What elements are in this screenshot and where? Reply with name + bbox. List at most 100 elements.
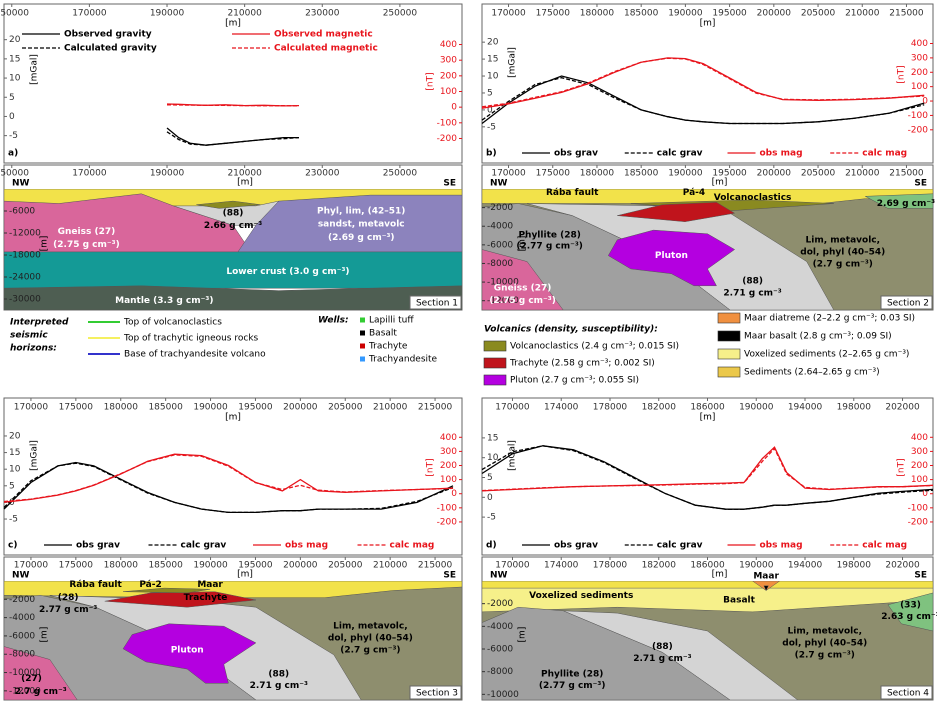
- y2-axis-label: [nT]: [897, 458, 907, 476]
- unit-label: (2.75 g cm⁻³): [489, 296, 556, 306]
- x-tick-label: 174000: [544, 403, 579, 413]
- x-tick-label: 175000: [536, 9, 571, 19]
- legend-title: Wells:: [318, 316, 349, 326]
- x-tick-label: 190000: [739, 403, 774, 413]
- depth-tick-label: -10000: [487, 278, 519, 288]
- x-tick-label: 150000: [0, 169, 29, 179]
- x-tick-label: 195000: [238, 561, 273, 571]
- unit-label: Rába fault: [69, 580, 122, 590]
- x-tick-label: 170000: [72, 169, 107, 179]
- geologic-unit: [763, 585, 769, 592]
- x-tick-label: 175000: [59, 561, 94, 571]
- unit-label: (2.77 g cm⁻³): [516, 241, 583, 251]
- x-tick-label: 190000: [668, 169, 703, 179]
- x-tick-label: 170000: [495, 561, 530, 571]
- unit-label: (2.7 g cm⁻³): [795, 650, 855, 660]
- geologic-unit: [887, 592, 933, 632]
- x-tick-label: 185000: [624, 9, 659, 19]
- x-tick-label: 195000: [238, 403, 273, 413]
- data-line: [481, 77, 925, 125]
- y-axis-label: [mGal]: [30, 54, 40, 85]
- geologic-unit: [4, 285, 462, 310]
- horizon-label: Top of trachytic igneous rocks: [123, 334, 259, 344]
- panel-label: c): [8, 541, 17, 551]
- y2-tick-label: -100: [908, 111, 929, 121]
- x-tick-label: 194000: [788, 561, 823, 571]
- x-tick-label: 210000: [845, 169, 880, 179]
- well-label: Basalt: [369, 329, 397, 339]
- x-tick-label: 170000: [491, 169, 526, 179]
- unit-label: Gneiss (27): [494, 284, 552, 294]
- x-axis-label: [m]: [225, 19, 241, 29]
- y-tick-label: 20: [487, 38, 499, 48]
- y-tick-label: 15: [487, 55, 498, 65]
- x-tick-label: 198000: [837, 403, 872, 413]
- geologic-unit: [482, 249, 564, 310]
- section-label: Section 2: [887, 299, 929, 309]
- depth-tick-label: -8000: [487, 259, 513, 269]
- y-tick-label: 10: [487, 72, 499, 82]
- unit-label: (2.75 g cm⁻³): [53, 240, 120, 250]
- x-tick-label: 186000: [690, 561, 725, 571]
- unit-label: Voxelized sediments: [529, 591, 633, 601]
- x-tick-label: 230000: [305, 9, 340, 19]
- unit-label: 2.66 g cm⁻³: [204, 221, 262, 231]
- x-tick-label: 178000: [593, 561, 628, 571]
- geologic-unit: [607, 229, 736, 287]
- data-line: [166, 131, 300, 146]
- y2-tick-label: 300: [440, 447, 457, 457]
- x-tick-label: 185000: [624, 169, 659, 179]
- unit-label: (88): [268, 669, 289, 679]
- x-tick-label: 205000: [328, 561, 363, 571]
- depth-tick-label: -24000: [9, 273, 41, 283]
- unit-label: dol, phyl (40–54): [782, 638, 867, 648]
- y-tick-label: -5: [9, 131, 18, 141]
- x-tick-label: 190000: [193, 561, 228, 571]
- x-tick-label: 170000: [72, 9, 107, 19]
- y2-axis-label: [nT]: [897, 65, 907, 83]
- y2-axis-label: [nT]: [426, 458, 436, 476]
- left-direction: NW: [12, 179, 30, 189]
- unit-label: Pá-4: [683, 188, 705, 198]
- x-axis-label: [m]: [237, 570, 253, 580]
- x-tick-label: 250000: [383, 169, 418, 179]
- x-axis-label: [m]: [700, 19, 716, 29]
- x-tick-label: 186000: [690, 403, 725, 413]
- unit-label: (88): [652, 642, 673, 652]
- x-tick-label: 200000: [283, 561, 318, 571]
- x-tick-label: 150000: [0, 9, 29, 19]
- y2-tick-label: -200: [437, 517, 458, 527]
- depth-tick-label: -10000: [487, 690, 519, 700]
- left-direction: NW: [490, 571, 508, 581]
- y-tick-label: 5: [9, 93, 15, 103]
- y-axis-label: [mGal]: [508, 47, 518, 78]
- y2-tick-label: 200: [911, 68, 928, 78]
- legend-title: Volcanics (density, susceptibility):: [484, 325, 658, 335]
- legend-label: obs grav: [554, 149, 598, 159]
- unit-label: Volcanoclastics: [714, 193, 792, 203]
- geologic-unit: [4, 646, 78, 700]
- unit-label: Basalt: [723, 596, 755, 606]
- unit-swatch: [717, 348, 741, 360]
- x-tick-label: 230000: [305, 169, 340, 179]
- geologic-unit: [104, 591, 256, 608]
- data-line: [481, 57, 925, 108]
- unit-label: Mantle (3.3 g cm⁻³): [115, 296, 213, 306]
- x-tick-label: 175000: [536, 169, 571, 179]
- unit-label: (2.77 g cm⁻³): [539, 681, 606, 691]
- depth-tick-label: -2000: [487, 599, 513, 609]
- unit-label: Lower crust (3.0 g cm⁻³): [226, 267, 349, 277]
- y2-tick-label: 100: [911, 475, 928, 485]
- panel-frame: [3, 3, 463, 164]
- unit-label: Volcanoclastics (2.4 g cm⁻³; 0.015 SI): [510, 342, 679, 352]
- y-tick-label: 5: [487, 473, 493, 483]
- x-tick-label: 170000: [14, 561, 49, 571]
- x-tick-label: 182000: [642, 403, 677, 413]
- y-tick-label: 10: [487, 453, 499, 463]
- unit-label: (2.7 g cm⁻³): [813, 260, 873, 270]
- well-marker: [360, 343, 365, 349]
- panel-frame: [481, 3, 934, 164]
- legend-label: calc mag: [862, 149, 907, 159]
- well-marker: [360, 330, 365, 336]
- x-tick-label: 215000: [889, 9, 924, 19]
